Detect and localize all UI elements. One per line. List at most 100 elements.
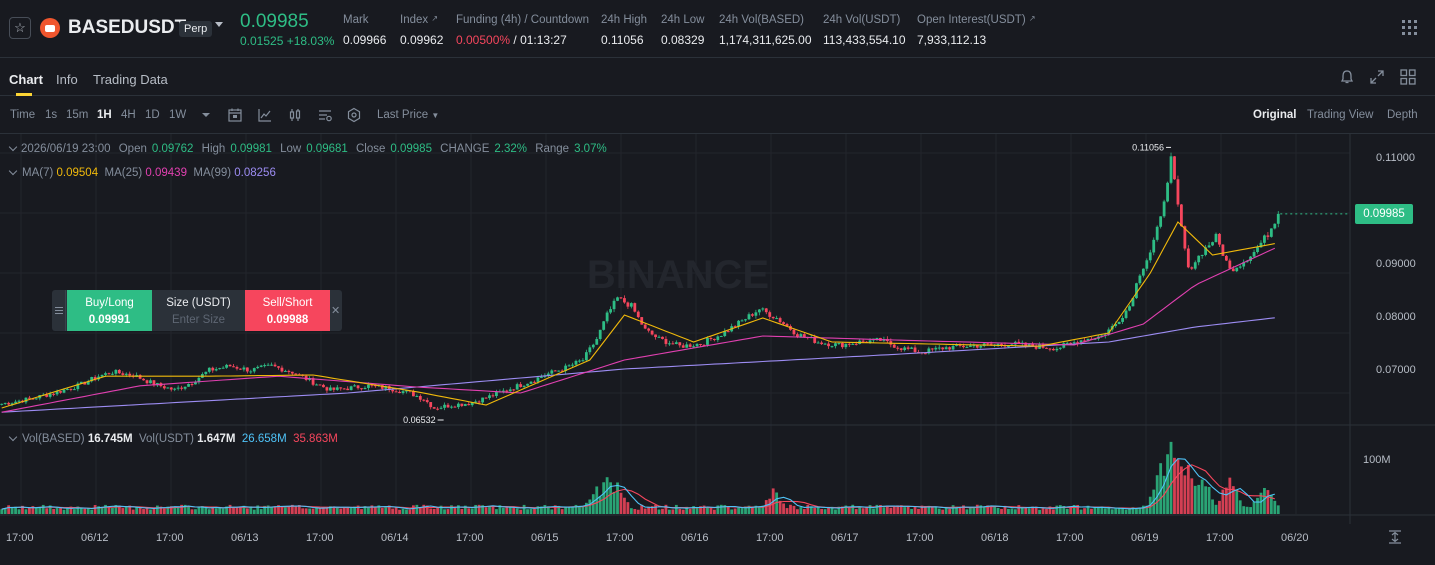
- candle-body: [1169, 156, 1173, 183]
- interval-15m[interactable]: 15m: [66, 109, 89, 121]
- fit-to-screen-icon[interactable]: [1387, 529, 1403, 545]
- candle-body: [322, 384, 325, 388]
- candle-body: [17, 400, 21, 402]
- candle-body: [571, 364, 574, 366]
- volume-bar: [1259, 492, 1263, 514]
- volume-bar: [854, 509, 858, 514]
- interval-1d[interactable]: 1D: [145, 109, 160, 121]
- drag-handle-icon[interactable]: [52, 290, 66, 331]
- volume-bar: [1048, 506, 1052, 514]
- stat-index[interactable]: Index ↗ 0.09962: [400, 14, 444, 47]
- alert-bell-icon[interactable]: [1338, 68, 1356, 86]
- layout-grid-icon[interactable]: [1399, 68, 1417, 86]
- volume-bar: [723, 505, 727, 514]
- candle-body: [834, 343, 837, 347]
- size-input[interactable]: Size (USDT) Enter Size: [166, 297, 231, 326]
- candle-body: [1027, 343, 1031, 346]
- volume-bar: [1249, 507, 1252, 514]
- indicator-gear-icon[interactable]: [346, 107, 362, 123]
- sell-short-button[interactable]: Sell/Short 0.09988: [245, 290, 330, 331]
- y-tick-label: 0.11000: [1376, 152, 1415, 164]
- volume-bar: [412, 505, 415, 514]
- volume-bar: [671, 509, 675, 514]
- settings-sliders-icon[interactable]: [317, 107, 333, 123]
- line-chart-icon[interactable]: [257, 107, 273, 123]
- favorite-star-icon[interactable]: ☆: [9, 17, 31, 39]
- interval-1s[interactable]: 1s: [45, 109, 58, 121]
- x-tick-label: 17:00: [156, 532, 184, 544]
- buy-long-button[interactable]: Buy/Long 0.09991: [67, 290, 152, 331]
- volume-bar: [1103, 508, 1107, 514]
- volume-bar: [356, 505, 360, 514]
- interval-1h[interactable]: 1H: [97, 109, 112, 121]
- x-tick-label: 17:00: [6, 532, 34, 544]
- volume-bar: [806, 504, 810, 514]
- volume-bar: [920, 505, 924, 514]
- volume-legend: Vol(BASED) 16.745M Vol(USDT) 1.647M 26.6…: [8, 432, 338, 445]
- volume-bar: [86, 508, 90, 514]
- candle-body: [1273, 223, 1277, 229]
- volume-bar: [249, 506, 253, 514]
- close-icon[interactable]: ✕: [331, 305, 341, 317]
- interval-1w[interactable]: 1W: [169, 109, 187, 121]
- volume-bar: [304, 508, 308, 514]
- volume-ma-fast-line: [1, 458, 1275, 510]
- volume-bar: [982, 506, 986, 514]
- candle-body: [1259, 242, 1263, 248]
- symbol-name[interactable]: BASEDUSDT: [68, 17, 187, 38]
- volume-bar: [540, 506, 543, 514]
- volume-bar: [59, 507, 62, 514]
- view-trading-view[interactable]: Trading View: [1307, 109, 1374, 121]
- volume-bar: [847, 507, 851, 514]
- volume-bar: [865, 506, 868, 514]
- volume-bar: [782, 503, 785, 514]
- candle-body: [927, 348, 931, 354]
- volume-bar: [245, 508, 249, 514]
- volume-bar: [277, 505, 280, 514]
- volume-bar: [228, 504, 232, 514]
- volume-bar: [1176, 459, 1180, 514]
- volume-bar: [1159, 463, 1163, 514]
- candlestick-chart[interactable]: BINANCE 0.11056 0.06532: [0, 134, 1435, 565]
- external-arrow-icon: ↗: [1028, 14, 1036, 23]
- symbol-dropdown-chevron-icon[interactable]: [215, 22, 223, 27]
- interval-4h[interactable]: 4H: [121, 109, 136, 121]
- volume-bar: [1072, 505, 1076, 514]
- candles-icon[interactable]: [287, 107, 303, 123]
- interval-dropdown-icon[interactable]: [198, 107, 214, 123]
- candle-body: [512, 389, 516, 391]
- candle-body: [439, 407, 443, 409]
- volume-bar: [616, 482, 619, 514]
- expand-icon[interactable]: [1368, 68, 1386, 86]
- candle-body: [1266, 235, 1270, 237]
- volume-bar: [142, 509, 145, 514]
- price-type-select[interactable]: Last Price ▼: [377, 109, 440, 121]
- volume-bar: [1062, 505, 1066, 514]
- stat-open-interest[interactable]: Open Interest(USDT) ↗ 7,933,112.13: [917, 14, 1036, 47]
- volume-bar: [104, 504, 107, 514]
- calendar-icon[interactable]: [227, 107, 243, 123]
- volume-bar: [332, 506, 336, 514]
- candle-body: [1034, 346, 1038, 349]
- volume-bar: [927, 505, 931, 514]
- candle-body: [1193, 262, 1197, 269]
- candle-body: [79, 381, 83, 384]
- volume-bar: [775, 492, 779, 514]
- volume-bar: [460, 509, 464, 514]
- volume-bar: [1221, 489, 1225, 514]
- volume-bar: [962, 505, 965, 514]
- more-grid-icon[interactable]: [1402, 20, 1418, 36]
- tab-info[interactable]: Info: [56, 72, 78, 87]
- view-original[interactable]: Original: [1253, 109, 1297, 121]
- volume-bar: [564, 506, 568, 514]
- view-depth[interactable]: Depth: [1387, 109, 1418, 121]
- volume-bar: [394, 507, 398, 514]
- interval-time[interactable]: Time: [10, 109, 36, 121]
- tab-trading-data[interactable]: Trading Data: [93, 72, 168, 87]
- tab-chart[interactable]: Chart: [9, 72, 43, 87]
- volume-bar: [979, 505, 983, 514]
- candle-body: [633, 303, 637, 312]
- candle-body: [1231, 268, 1235, 272]
- candle-body: [100, 374, 104, 377]
- candle-body: [1214, 233, 1218, 243]
